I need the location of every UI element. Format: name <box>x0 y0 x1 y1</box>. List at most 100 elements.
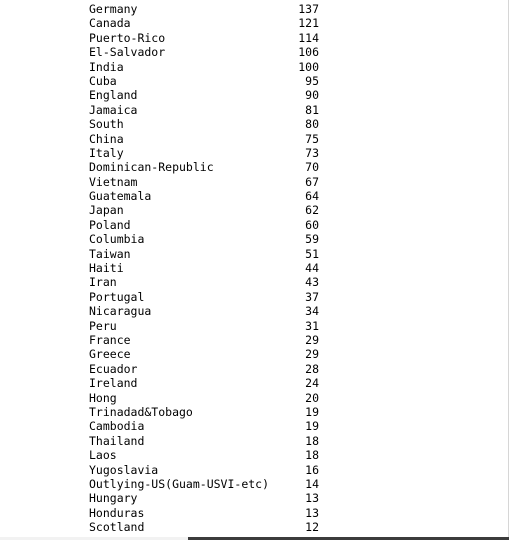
output-row: England 90 <box>0 88 505 102</box>
output-row: Jamaica 81 <box>0 103 505 117</box>
country-count: 64 <box>305 189 319 204</box>
country-name: Jamaica <box>89 102 138 117</box>
country-name: Iran <box>89 275 117 290</box>
country-count: 100 <box>298 59 319 74</box>
horizontal-scrollbar-track[interactable] <box>0 537 509 540</box>
country-count: 13 <box>305 491 319 506</box>
country-count: 106 <box>298 45 319 60</box>
output-row: Italy 73 <box>0 146 505 160</box>
country-name: Puerto-Rico <box>89 30 166 45</box>
output-row: Taiwan 51 <box>0 247 505 261</box>
output-row: Trinadad&Tobago 19 <box>0 405 505 419</box>
country-name: Hungary <box>89 491 138 506</box>
country-count: 19 <box>305 419 319 434</box>
output-row: Cambodia 19 <box>0 419 505 433</box>
country-name: Yugoslavia <box>89 462 159 477</box>
output-row: Canada 121 <box>0 16 505 30</box>
output-row: Iran 43 <box>0 275 505 289</box>
output-row: Thailand 18 <box>0 434 505 448</box>
country-name: El-Salvador <box>89 45 166 60</box>
output-row: Nicaragua 34 <box>0 304 505 318</box>
output-row: Peru 31 <box>0 319 505 333</box>
country-count: 59 <box>305 232 319 247</box>
country-name: Nicaragua <box>89 304 152 319</box>
output-row: Vietnam 67 <box>0 175 505 189</box>
output-row: South 80 <box>0 117 505 131</box>
country-name: Scotland <box>89 520 145 535</box>
country-count: 34 <box>305 304 319 319</box>
country-name: Peru <box>89 318 117 333</box>
output-row: Cuba 95 <box>0 74 505 88</box>
country-name: Thailand <box>89 433 145 448</box>
output-row: Columbia 59 <box>0 232 505 246</box>
country-count: 80 <box>305 117 319 132</box>
country-count: 43 <box>305 275 319 290</box>
country-name: Laos <box>89 448 117 463</box>
country-count: 29 <box>305 347 319 362</box>
country-count: 73 <box>305 145 319 160</box>
country-name: Dominican-Republic <box>89 160 214 175</box>
output-row: Laos 18 <box>0 448 505 462</box>
output-row: Honduras 13 <box>0 506 505 520</box>
cell-output-area: Germany 137 Canada 121 Puerto-Rico 114 El-Salv… <box>0 2 505 534</box>
country-count: 67 <box>305 174 319 189</box>
output-row: Dominican-Republic 70 <box>0 160 505 174</box>
country-name: Hong <box>89 390 117 405</box>
country-name: Guatemala <box>89 189 152 204</box>
country-count: 44 <box>305 261 319 276</box>
country-name: Cambodia <box>89 419 145 434</box>
country-name: Haiti <box>89 261 124 276</box>
country-count: 18 <box>305 448 319 463</box>
output-row: Hungary 13 <box>0 491 505 505</box>
country-count: 114 <box>298 30 319 45</box>
country-name: Outlying-US(Guam-USVI-etc) <box>89 476 270 491</box>
output-row: France 29 <box>0 333 505 347</box>
output-row: China 75 <box>0 132 505 146</box>
country-count: 12 <box>305 520 319 535</box>
country-name: Canada <box>89 16 131 31</box>
country-name: Greece <box>89 347 131 362</box>
output-row: Scotland 12 <box>0 520 505 534</box>
output-row: Portugal 37 <box>0 290 505 304</box>
country-name: Ireland <box>89 376 138 391</box>
output-row: Ireland 24 <box>0 376 505 390</box>
country-count: 37 <box>305 289 319 304</box>
country-name: South <box>89 117 124 132</box>
country-name: Germany <box>89 2 138 16</box>
country-count: 14 <box>305 476 319 491</box>
country-name: India <box>89 59 124 74</box>
country-count: 90 <box>305 88 319 103</box>
country-count: 75 <box>305 131 319 146</box>
output-row: El-Salvador 106 <box>0 45 505 59</box>
country-name: Honduras <box>89 505 145 520</box>
horizontal-scrollbar-thumb[interactable] <box>188 537 509 540</box>
output-row: Poland 60 <box>0 218 505 232</box>
country-count: 13 <box>305 505 319 520</box>
country-name: France <box>89 332 131 347</box>
country-count: 29 <box>305 332 319 347</box>
country-name: Ecuador <box>89 361 138 376</box>
country-count: 137 <box>298 2 319 16</box>
country-name: Columbia <box>89 232 145 247</box>
country-count: 81 <box>305 102 319 117</box>
country-name: Italy <box>89 145 124 160</box>
country-count: 19 <box>305 404 319 419</box>
country-count: 62 <box>305 203 319 218</box>
country-count: 24 <box>305 376 319 391</box>
output-row: Yugoslavia 16 <box>0 463 505 477</box>
country-name: Poland <box>89 217 131 232</box>
country-count: 60 <box>305 217 319 232</box>
output-row: Haiti 44 <box>0 261 505 275</box>
country-count: 70 <box>305 160 319 175</box>
output-row: Puerto-Rico 114 <box>0 31 505 45</box>
country-count: 28 <box>305 361 319 376</box>
output-row: India 100 <box>0 60 505 74</box>
country-name: Taiwan <box>89 246 131 261</box>
output-row: Outlying-US(Guam-USVI-etc) 14 <box>0 477 505 491</box>
output-row: Japan 62 <box>0 203 505 217</box>
country-name: China <box>89 131 124 146</box>
country-name: Cuba <box>89 73 117 88</box>
country-count: 51 <box>305 246 319 261</box>
output-row: Greece 29 <box>0 347 505 361</box>
country-count: 20 <box>305 390 319 405</box>
